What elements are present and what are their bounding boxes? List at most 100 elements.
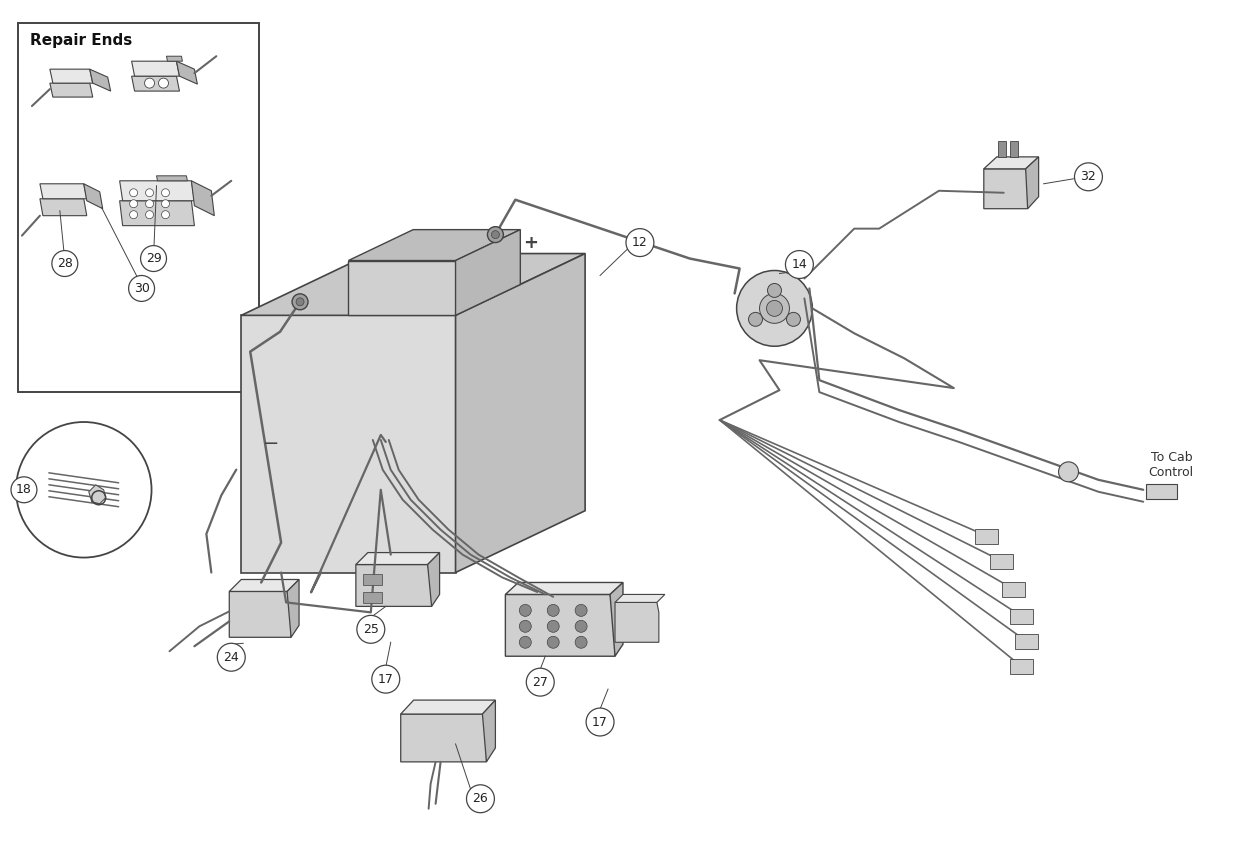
Polygon shape [131, 76, 179, 91]
Text: 30: 30 [134, 282, 150, 295]
Polygon shape [615, 595, 664, 602]
Text: 24: 24 [224, 651, 239, 664]
Text: 14: 14 [792, 258, 808, 271]
Polygon shape [615, 602, 659, 642]
Polygon shape [506, 595, 615, 656]
Circle shape [575, 636, 588, 648]
Polygon shape [455, 229, 521, 316]
Polygon shape [229, 591, 291, 637]
FancyBboxPatch shape [19, 24, 260, 392]
Circle shape [16, 422, 152, 558]
Circle shape [11, 477, 37, 503]
FancyBboxPatch shape [1145, 484, 1176, 499]
Polygon shape [120, 201, 194, 226]
Polygon shape [983, 169, 1028, 209]
Polygon shape [229, 580, 299, 591]
Circle shape [491, 231, 500, 239]
Polygon shape [131, 61, 179, 76]
Polygon shape [40, 199, 87, 216]
Polygon shape [177, 61, 198, 84]
Circle shape [130, 211, 137, 218]
FancyBboxPatch shape [364, 592, 382, 603]
Polygon shape [120, 181, 194, 201]
Polygon shape [506, 583, 623, 595]
FancyBboxPatch shape [1002, 582, 1025, 597]
Text: 26: 26 [473, 792, 489, 805]
Polygon shape [401, 700, 495, 714]
Circle shape [760, 294, 789, 323]
Text: To Cab
Control: To Cab Control [1148, 451, 1194, 479]
Polygon shape [241, 316, 455, 573]
Text: 17: 17 [377, 673, 393, 685]
Circle shape [218, 643, 245, 671]
FancyBboxPatch shape [364, 574, 382, 585]
Text: Repair Ends: Repair Ends [30, 33, 132, 48]
Circle shape [296, 298, 304, 305]
Circle shape [356, 615, 385, 643]
Circle shape [520, 636, 531, 648]
Circle shape [547, 636, 559, 648]
Text: 28: 28 [57, 257, 73, 270]
Polygon shape [356, 564, 432, 607]
Circle shape [748, 312, 762, 327]
Circle shape [146, 200, 153, 208]
Polygon shape [287, 580, 299, 637]
FancyBboxPatch shape [991, 554, 1013, 569]
Circle shape [1075, 163, 1102, 190]
Circle shape [162, 211, 169, 218]
Circle shape [520, 604, 531, 617]
Polygon shape [349, 229, 521, 261]
Text: 32: 32 [1081, 170, 1096, 184]
Circle shape [767, 300, 783, 316]
Circle shape [130, 200, 137, 208]
Circle shape [547, 620, 559, 632]
Text: +: + [523, 233, 538, 251]
Polygon shape [428, 552, 439, 607]
Text: 17: 17 [593, 716, 609, 728]
Text: 18: 18 [16, 483, 32, 497]
Polygon shape [49, 69, 93, 83]
Circle shape [575, 620, 588, 632]
Circle shape [736, 271, 813, 346]
Circle shape [129, 276, 155, 301]
Circle shape [466, 785, 495, 813]
Polygon shape [167, 56, 182, 61]
Circle shape [526, 668, 554, 696]
Text: −: − [263, 435, 280, 453]
Circle shape [146, 189, 153, 197]
FancyBboxPatch shape [1011, 609, 1033, 624]
Polygon shape [455, 254, 585, 573]
Polygon shape [401, 714, 486, 762]
Circle shape [145, 78, 155, 88]
Circle shape [547, 604, 559, 617]
FancyBboxPatch shape [975, 529, 998, 544]
Polygon shape [1009, 141, 1018, 157]
Text: 25: 25 [362, 623, 379, 636]
Polygon shape [90, 69, 110, 91]
Polygon shape [998, 141, 1006, 157]
Text: 29: 29 [146, 252, 161, 265]
Circle shape [626, 228, 654, 256]
Polygon shape [89, 485, 105, 503]
Circle shape [162, 189, 169, 197]
Polygon shape [610, 583, 623, 656]
Circle shape [787, 312, 800, 327]
Text: 27: 27 [532, 676, 548, 689]
Circle shape [1059, 462, 1079, 482]
Circle shape [162, 200, 169, 208]
Polygon shape [482, 700, 495, 762]
Circle shape [575, 604, 588, 617]
Circle shape [785, 250, 814, 278]
Circle shape [292, 294, 308, 310]
Circle shape [372, 665, 400, 693]
Circle shape [767, 283, 782, 298]
Polygon shape [356, 552, 439, 564]
Text: 12: 12 [632, 236, 648, 249]
FancyBboxPatch shape [1011, 659, 1033, 673]
Polygon shape [192, 181, 214, 216]
Polygon shape [983, 157, 1039, 169]
Polygon shape [1025, 157, 1039, 209]
Polygon shape [157, 176, 188, 181]
Polygon shape [349, 261, 455, 316]
Circle shape [52, 250, 78, 277]
